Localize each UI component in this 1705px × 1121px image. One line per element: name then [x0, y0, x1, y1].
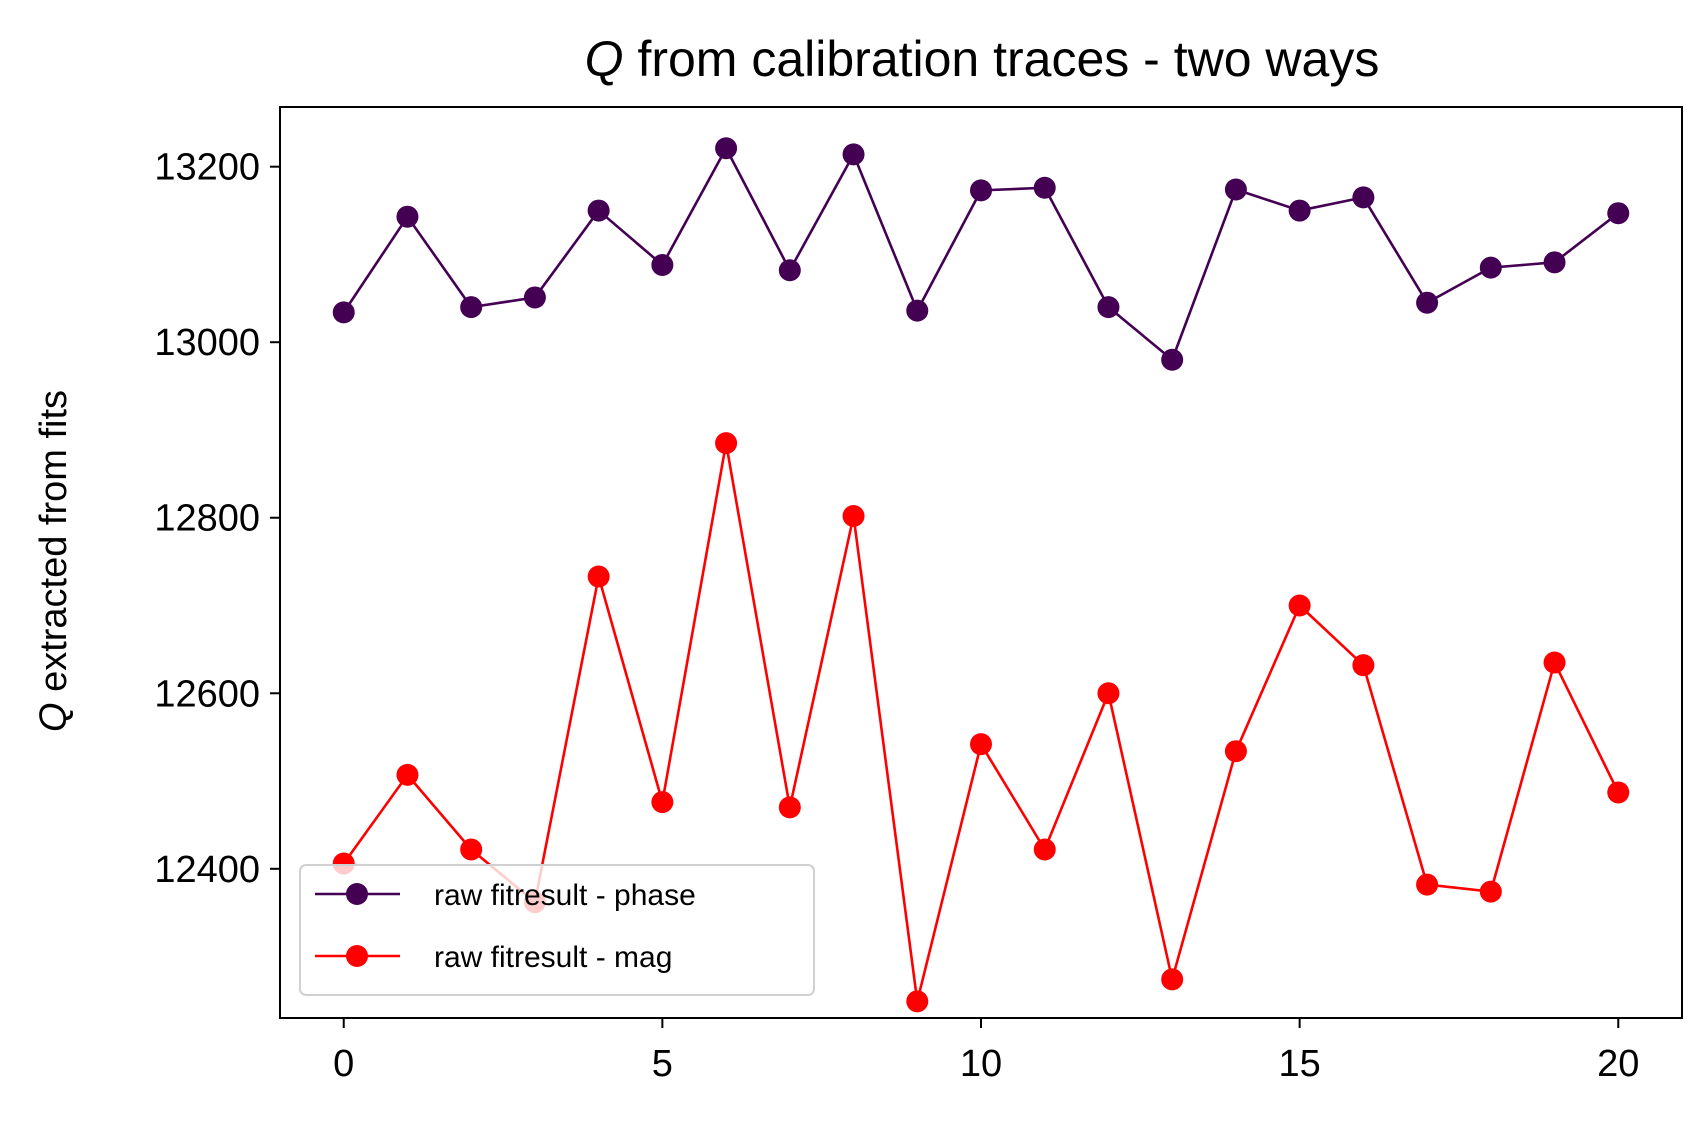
data-point	[1543, 651, 1566, 674]
data-point	[970, 179, 992, 202]
data-point	[1543, 251, 1566, 274]
y-tick-label: 13000	[154, 322, 260, 364]
data-point	[715, 432, 738, 455]
chart-title-italic: Q	[585, 31, 624, 87]
legend-marker	[346, 945, 368, 967]
data-point	[460, 296, 483, 319]
legend-label: raw fitresult - phase	[434, 879, 696, 912]
legend-entries: raw fitresult - phase raw fitresult - mag	[315, 879, 696, 974]
y-tick-label: 12400	[154, 849, 260, 891]
data-point	[970, 733, 992, 756]
data-point	[1352, 186, 1375, 209]
data-point	[1288, 594, 1311, 617]
data-point	[778, 796, 801, 819]
chart-title: Q from calibration traces - two ways	[585, 31, 1380, 87]
x-tick-label: 20	[1597, 1043, 1639, 1085]
x-axis-ticks: 0 5 10 15 20	[333, 1018, 1639, 1085]
data-point	[1097, 296, 1120, 319]
legend: raw fitresult - phase raw fitresult - mag	[299, 864, 815, 996]
y-tick-label: 12800	[154, 498, 260, 540]
data-point	[1161, 348, 1184, 371]
series-raw-fitresult-phase	[332, 137, 1630, 371]
plot-frame	[279, 106, 1683, 1019]
data-point	[1224, 740, 1247, 763]
data-point	[1033, 176, 1056, 199]
data-point	[1607, 781, 1630, 804]
y-axis-label-italic: Q	[33, 702, 75, 732]
legend-marker	[346, 883, 368, 905]
y-tick-label: 13200	[154, 147, 260, 189]
x-tick-label: 0	[333, 1043, 354, 1085]
legend-box	[299, 864, 815, 996]
y-axis-label: Q extracted from fits	[33, 390, 75, 732]
data-point	[651, 791, 674, 814]
data-point	[587, 565, 610, 588]
data-point	[1416, 291, 1439, 314]
data-point	[778, 259, 801, 282]
data-point	[1607, 202, 1630, 225]
y-axis-ticks: 12400 12600 12800 13000 13200	[154, 147, 280, 891]
data-point	[1097, 682, 1120, 705]
data-point	[1479, 256, 1502, 279]
data-point	[842, 143, 865, 166]
data-point	[1352, 654, 1375, 677]
data-point	[396, 763, 419, 786]
x-tick-label: 15	[1278, 1043, 1320, 1085]
data-point	[1288, 199, 1311, 222]
data-point	[396, 205, 419, 228]
data-point	[906, 299, 929, 322]
data-point	[1161, 968, 1184, 991]
data-point	[842, 504, 865, 527]
x-tick-label: 5	[652, 1043, 673, 1085]
data-point	[587, 199, 610, 222]
data-point	[1033, 838, 1056, 861]
data-point	[906, 990, 929, 1013]
data-point	[460, 838, 483, 861]
data-point	[1224, 178, 1247, 201]
data-point	[1479, 880, 1502, 903]
legend-label: raw fitresult - mag	[434, 941, 672, 974]
data-point	[332, 301, 355, 324]
x-tick-label: 10	[960, 1043, 1002, 1085]
y-tick-label: 12600	[154, 673, 260, 715]
chart-title-rest: from calibration traces - two ways	[624, 31, 1380, 87]
y-axis-label-rest: extracted from fits	[33, 390, 75, 703]
data-point	[523, 286, 546, 309]
data-point	[715, 137, 738, 160]
data-point	[1416, 873, 1439, 896]
data-point	[651, 253, 674, 276]
